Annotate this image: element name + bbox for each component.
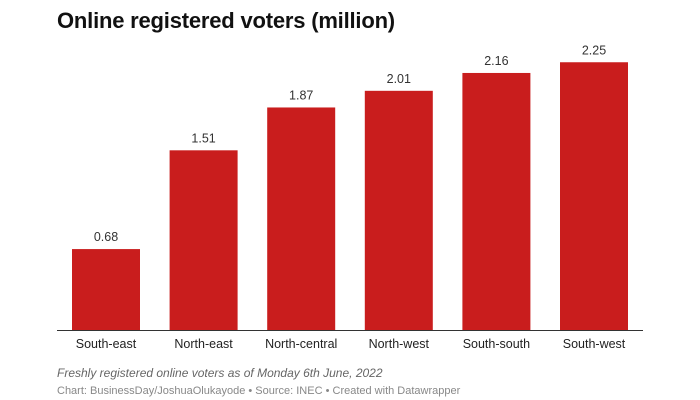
x-tick-label: North-west bbox=[369, 337, 430, 351]
chart-title: Online registered voters (million) bbox=[57, 8, 395, 33]
data-label: 1.51 bbox=[191, 131, 215, 145]
chart-notes: Freshly registered online voters as of M… bbox=[57, 366, 383, 380]
data-label: 2.16 bbox=[484, 54, 508, 68]
bar bbox=[462, 72, 531, 331]
bar bbox=[560, 62, 628, 330]
chart-byline: Chart: BusinessDay/JoshuaOlukayode • Sou… bbox=[57, 385, 461, 397]
x-tick-label: South-south bbox=[463, 337, 530, 351]
data-label: 2.01 bbox=[387, 72, 411, 86]
bar bbox=[72, 249, 140, 330]
data-label: 1.87 bbox=[289, 88, 313, 102]
bar bbox=[364, 90, 433, 330]
x-tick-label: South-west bbox=[563, 337, 626, 351]
data-label: 2.25 bbox=[582, 43, 606, 57]
data-label: 0.68 bbox=[94, 230, 118, 244]
x-tick-label: North-central bbox=[265, 337, 337, 351]
bar bbox=[267, 107, 336, 330]
x-tick-label: North-east bbox=[174, 337, 233, 351]
x-tick-label: South-east bbox=[76, 337, 137, 351]
bar bbox=[169, 150, 238, 330]
